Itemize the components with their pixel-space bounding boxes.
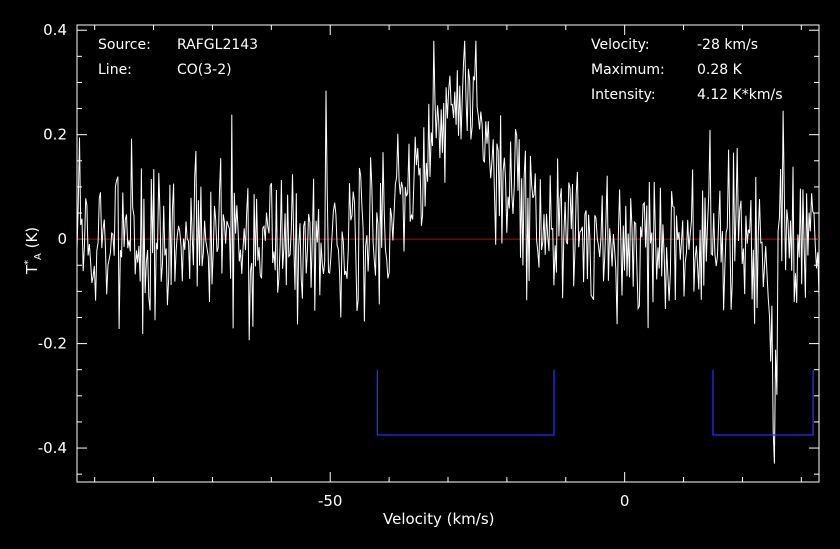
y-tick-label: 0.2	[43, 126, 67, 144]
y-axis-sup: *	[23, 259, 35, 265]
velocity-value: -28 km/s	[697, 37, 759, 53]
source-label: Source:	[98, 37, 151, 53]
x-tick-label: 0	[620, 492, 630, 510]
y-tick-label: 0	[57, 230, 67, 248]
velocity-label: Velocity:	[591, 37, 650, 53]
x-tick-label: -50	[318, 492, 343, 510]
maximum-value: 0.28 K	[697, 62, 742, 78]
baseline-window-bracket	[712, 369, 814, 436]
maximum-label: Maximum:	[591, 62, 665, 78]
line-label: Line:	[98, 62, 132, 78]
source-value: RAFGL2143	[177, 37, 259, 53]
spectrum-series	[76, 40, 820, 464]
intensity-value: 4.12 K*km/s	[697, 87, 783, 103]
x-axis-label: Velocity (km/s)	[383, 510, 495, 528]
y-tick-label: 0.4	[43, 21, 67, 39]
y-axis-symbol: T	[23, 264, 42, 275]
y-tick-label: -0.2	[38, 335, 67, 353]
y-tick-label: -0.4	[38, 439, 67, 457]
intensity-label: Intensity:	[591, 87, 656, 103]
baseline-window-bracket	[376, 369, 555, 436]
tick-labels: -50 0 -0.4 -0.2 0 0.2 0.4	[38, 21, 630, 510]
baseline-windows	[376, 369, 814, 436]
y-axis-sub: A	[33, 253, 45, 260]
line-value: CO(3-2)	[177, 62, 232, 78]
y-axis-label: T*A (K)	[23, 227, 44, 274]
y-axis-unit: (K)	[23, 226, 42, 254]
